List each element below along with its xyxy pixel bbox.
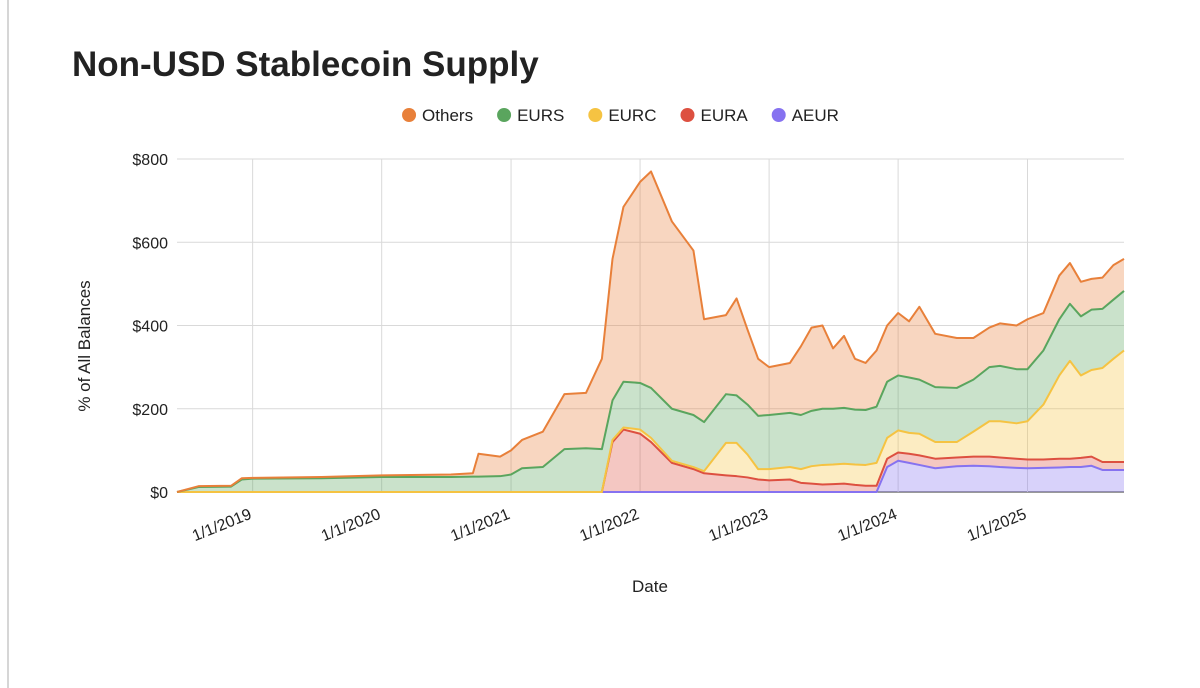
legend-swatch: [497, 108, 512, 122]
legend: Others EURS EURC EURA AEUR: [402, 106, 839, 125]
area-fill: [177, 290, 1124, 492]
y-axis-label: % of All Balances: [75, 280, 94, 411]
legend-swatch: [588, 108, 603, 122]
legend-label: Others: [422, 106, 473, 125]
legend-swatch: [402, 108, 417, 122]
legend-swatch: [680, 108, 695, 122]
legend-swatch: [771, 108, 786, 122]
y-tick-label: $400: [132, 319, 168, 336]
y-tick-label: $0: [150, 485, 168, 502]
legend-label: EURC: [608, 106, 656, 125]
area-fill: [177, 171, 1124, 493]
area-fill: [177, 350, 1124, 492]
y-tick-label: $600: [132, 235, 168, 252]
series-line: [177, 349, 1125, 493]
y-tick-label: $200: [132, 402, 168, 419]
chart-title: Non-USD Stablecoin Supply: [72, 45, 539, 84]
series-line: [176, 170, 1125, 493]
area-fill: [177, 429, 1124, 492]
y-tick-label: $800: [132, 152, 168, 169]
x-axis-label: Date: [632, 577, 668, 596]
legend-label: EURA: [700, 106, 748, 125]
legend-label: EURS: [517, 106, 564, 125]
legend-label: AEUR: [792, 106, 839, 125]
series-line: [176, 290, 1125, 493]
